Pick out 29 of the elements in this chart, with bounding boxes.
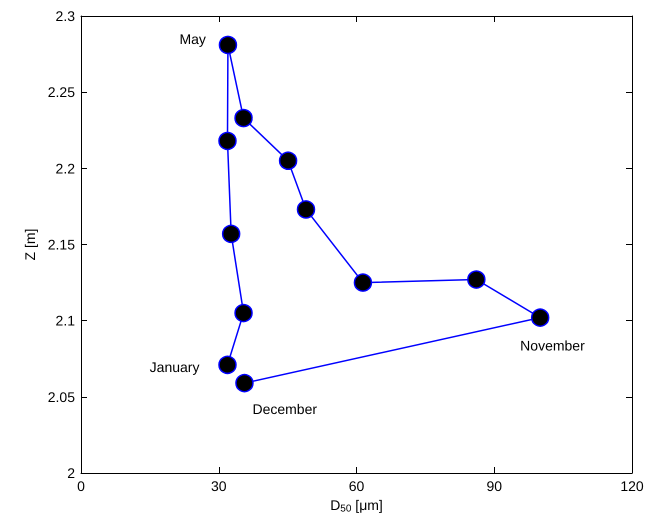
point: [235, 374, 254, 392]
point: [222, 224, 240, 244]
y-tick-label: 2.25: [48, 84, 76, 100]
x-tick-label: 0: [77, 478, 86, 494]
y-tick-label: 2.1: [56, 312, 76, 329]
point: [218, 132, 237, 150]
annotation: November: [520, 338, 586, 354]
point: [278, 151, 298, 170]
y-tick-label: 2.05: [48, 388, 76, 405]
point: [234, 304, 253, 322]
point: [296, 200, 316, 219]
x-tick-label: 30: [210, 478, 227, 494]
point: [218, 36, 238, 54]
y-tick-label: 2.15: [48, 236, 76, 252]
annotation: December: [252, 401, 318, 418]
annotation: January: [150, 358, 200, 375]
point: [530, 308, 550, 327]
x-tick-label: 90: [486, 478, 502, 494]
point: [234, 108, 253, 128]
point: [467, 270, 486, 289]
y-tick-label: 2: [67, 465, 76, 481]
x-tick-label: 60: [348, 478, 364, 494]
y-axis-title: Z [m]: [22, 228, 38, 260]
y-tick-label: 2.3: [56, 8, 76, 24]
point: [354, 273, 372, 292]
x-tick-label: 120: [620, 478, 644, 494]
y-tick-label: 2.2: [56, 160, 76, 176]
annotation: May: [179, 30, 206, 47]
point: [218, 356, 237, 374]
